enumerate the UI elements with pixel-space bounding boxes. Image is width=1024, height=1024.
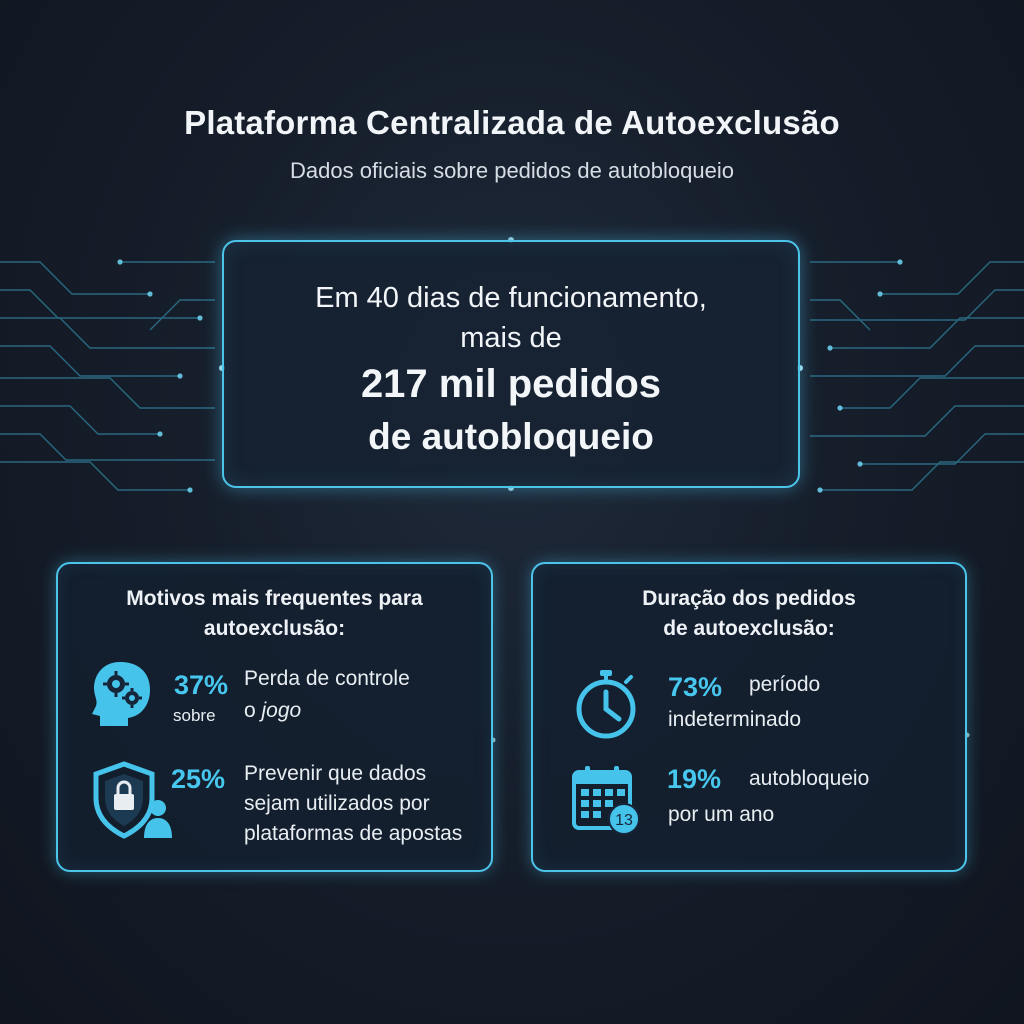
duration-panel: Duração dos pedidos de autoexclusão: 73%… [531,562,967,872]
duration-title-line-1: Duração dos pedidos [642,587,856,610]
reason-1-text-italic: jogo [261,699,302,722]
shield-lock-user-icon [93,761,172,839]
reasons-title-line-1: Motivos mais frequentes para [126,587,423,610]
page-title: Plataforma Centralizada de Autoexclusão [184,104,840,141]
head-gears-icon [92,662,150,726]
reason-1-text-plain: o [244,699,262,722]
hero-highlight-2: de autobloqueio [368,416,654,457]
reason-1-percent: 37% [174,670,229,700]
calendar-day-label: 13 [615,812,633,829]
reason-2-text-line-3: plataformas de apostas [244,822,463,845]
reason-2-text-line-2: sejam utilizados por [244,792,430,815]
reasons-panel: Motivos mais frequentes para autoexclusã… [56,562,493,872]
duration-title-line-2: de autoexclusão: [663,617,835,640]
duration-title: Duração dos pedidos de autoexclusão: [533,584,965,644]
stopwatch-icon [576,670,636,739]
reasons-title-line-2: autoexclusão: [203,617,346,640]
reason-2-text-line-1: Prevenir que dados [244,762,427,785]
duration-1-text-line-2: indeterminado [668,708,802,731]
duration-2-text-line-1: autobloqueio [749,767,870,790]
duration-1-text-line-1: período [749,673,821,696]
page-subtitle: Dados oficiais sobre pedidos de autobloq… [290,158,734,183]
hero-line-1: Em 40 dias de funcionamento, [315,282,707,314]
hero-line-2: mais de [460,322,562,354]
hero-stat-card: Em 40 dias de funcionamento, mais de 217… [222,240,800,488]
reason-1-prefix: sobre [173,706,216,725]
reasons-title: Motivos mais frequentes para autoexclusã… [58,584,491,644]
duration-2-percent: 19% [667,764,722,794]
duration-2-text-line-2: por um ano [668,803,775,826]
reason-1-text-line-1: Perda de controle [244,667,410,690]
reason-1-text-line-2: o jogo [244,696,301,726]
calendar-icon: 13 [572,766,640,835]
hero-highlight-1: 217 mil pedidos [360,362,662,406]
duration-1-percent: 73% [668,672,723,702]
reason-2-percent: 25% [171,764,226,794]
